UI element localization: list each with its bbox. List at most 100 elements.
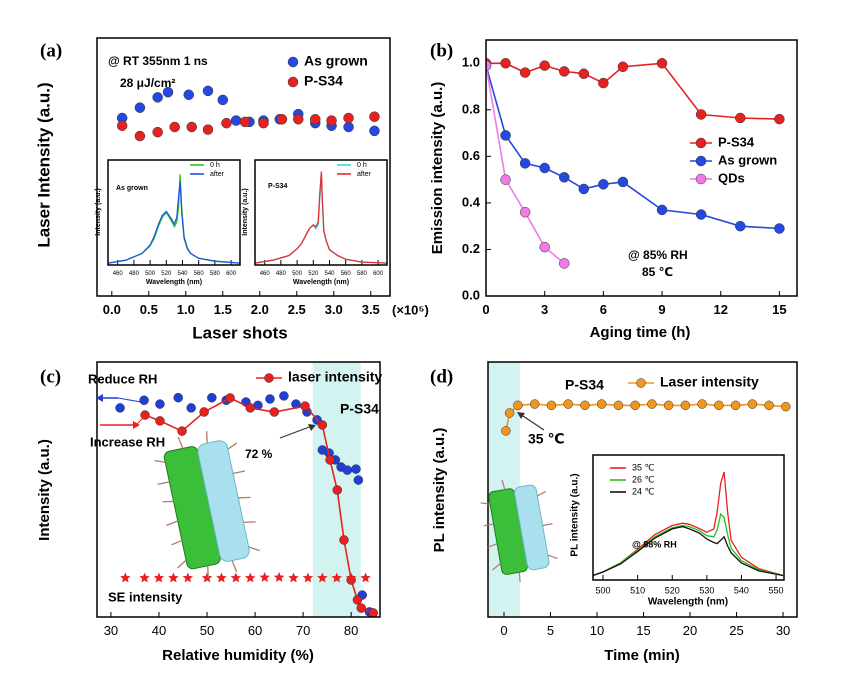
x-tick-label: 520 [161, 271, 172, 277]
series-group [593, 471, 784, 577]
marker [300, 401, 310, 411]
legend-label: Laser intensity [660, 374, 759, 390]
annotation: 72 % [245, 447, 273, 461]
marker [519, 158, 531, 169]
marker [486, 60, 492, 71]
marker [162, 86, 174, 98]
marker [617, 176, 629, 188]
marker [369, 111, 380, 122]
y-tick-label: 0.6 [462, 148, 480, 163]
marker [656, 58, 668, 69]
marker [239, 116, 251, 128]
annotation: 85 ℃ [642, 265, 673, 279]
marker [152, 92, 163, 103]
marker [529, 399, 540, 409]
marker [258, 117, 269, 129]
y-tick-label: 0.0 [462, 287, 480, 302]
series-label: Reduce RH [88, 371, 157, 386]
x-tick-label: 1.0 [177, 302, 195, 317]
x-tick-label: 460 [113, 271, 124, 277]
series-label: SE intensity [108, 589, 183, 604]
x-axis-label: Aging time (h) [590, 324, 691, 341]
x-tick-label: 3 [541, 302, 548, 317]
marker [183, 89, 194, 101]
marker [369, 125, 380, 137]
arrow [135, 416, 145, 426]
x-tick-label: 460 [260, 271, 271, 277]
x-tick-label: 500 [596, 585, 611, 595]
y-tick-label: 0.4 [462, 194, 481, 209]
x-tick-label: 30 [104, 623, 118, 638]
marker [356, 603, 367, 613]
marker [747, 399, 758, 409]
marker [264, 373, 274, 383]
marker [714, 400, 724, 411]
chart: 30 40 50 60 70 80 Relative humidity (%) Intensi… [36, 361, 382, 664]
marker [269, 407, 280, 417]
series-group [108, 174, 240, 264]
x-tick-label: 480 [129, 271, 140, 277]
marker [546, 400, 557, 411]
chart: 500 510 520 530 540 550 Wavelength (nm) PL inte… [570, 454, 785, 608]
marker [596, 399, 607, 409]
y-axis-label: Intensity (a.u.) [242, 188, 249, 235]
marker [500, 174, 511, 185]
arrow [519, 413, 545, 431]
x-tick-label: 10 [590, 623, 604, 638]
marker [695, 173, 707, 185]
series-line [486, 65, 780, 230]
marker [598, 179, 609, 190]
y-axis-label: PL intensity (a.u.) [570, 473, 581, 556]
x-tick-label: 520 [665, 585, 680, 595]
x-tick-label: 600 [226, 271, 237, 277]
marker [325, 455, 335, 465]
x-tick-label: 1.5 [214, 302, 232, 317]
marker [636, 378, 646, 388]
plot-frame [107, 159, 241, 266]
marker [343, 121, 354, 133]
annotation: @ RT 355nm 1 ns [108, 54, 208, 68]
marker [578, 68, 590, 79]
chart: 460 480 500 520 540 560 580 600 Wavelength (nm) I… [242, 159, 388, 286]
marker [168, 572, 179, 583]
plot-frame [487, 361, 798, 618]
marker [519, 67, 531, 78]
series-group [115, 391, 379, 617]
panel-label: (b) [430, 40, 453, 61]
marker [287, 76, 299, 88]
x-axis-label: Relative humidity (%) [162, 647, 314, 664]
marker [115, 403, 125, 413]
marker [293, 114, 304, 125]
series-line [593, 471, 784, 577]
chart: 460 480 500 520 540 560 580 600 Wavelength (nm) I… [95, 159, 241, 286]
chart: 0.0 0.5 1.0 1.5 2.0 2.5 3.0 3.5 Laser shots Laser… [34, 37, 429, 342]
legend-label: laser intensity [288, 369, 382, 385]
marker [500, 58, 511, 69]
series-line [144, 397, 374, 614]
plot-frame [592, 454, 785, 581]
marker [351, 464, 361, 474]
x-tick-label: 50 [200, 623, 214, 638]
x-tick-label: 30 [776, 623, 790, 638]
marker [259, 572, 270, 582]
marker [169, 121, 180, 133]
nanorod-illustration [480, 479, 558, 583]
annotation: 28 μJ/cm² [120, 76, 175, 90]
x-tick-label: 40 [152, 623, 166, 638]
series-line [593, 512, 784, 577]
arrowhead [308, 424, 316, 431]
marker [207, 392, 217, 403]
marker [558, 172, 570, 183]
marker [276, 114, 288, 125]
marker [287, 56, 299, 68]
legend-label: As grown [718, 152, 777, 167]
marker [578, 183, 590, 195]
marker [173, 392, 183, 403]
marker [317, 572, 328, 583]
y-axis-label: Laser Intensity (a.u.) [34, 82, 53, 247]
legend-label: 24 ℃ [632, 486, 655, 496]
marker [216, 572, 227, 583]
plot-frame [96, 361, 381, 618]
x-axis-label: Wavelength (nm) [293, 279, 349, 286]
